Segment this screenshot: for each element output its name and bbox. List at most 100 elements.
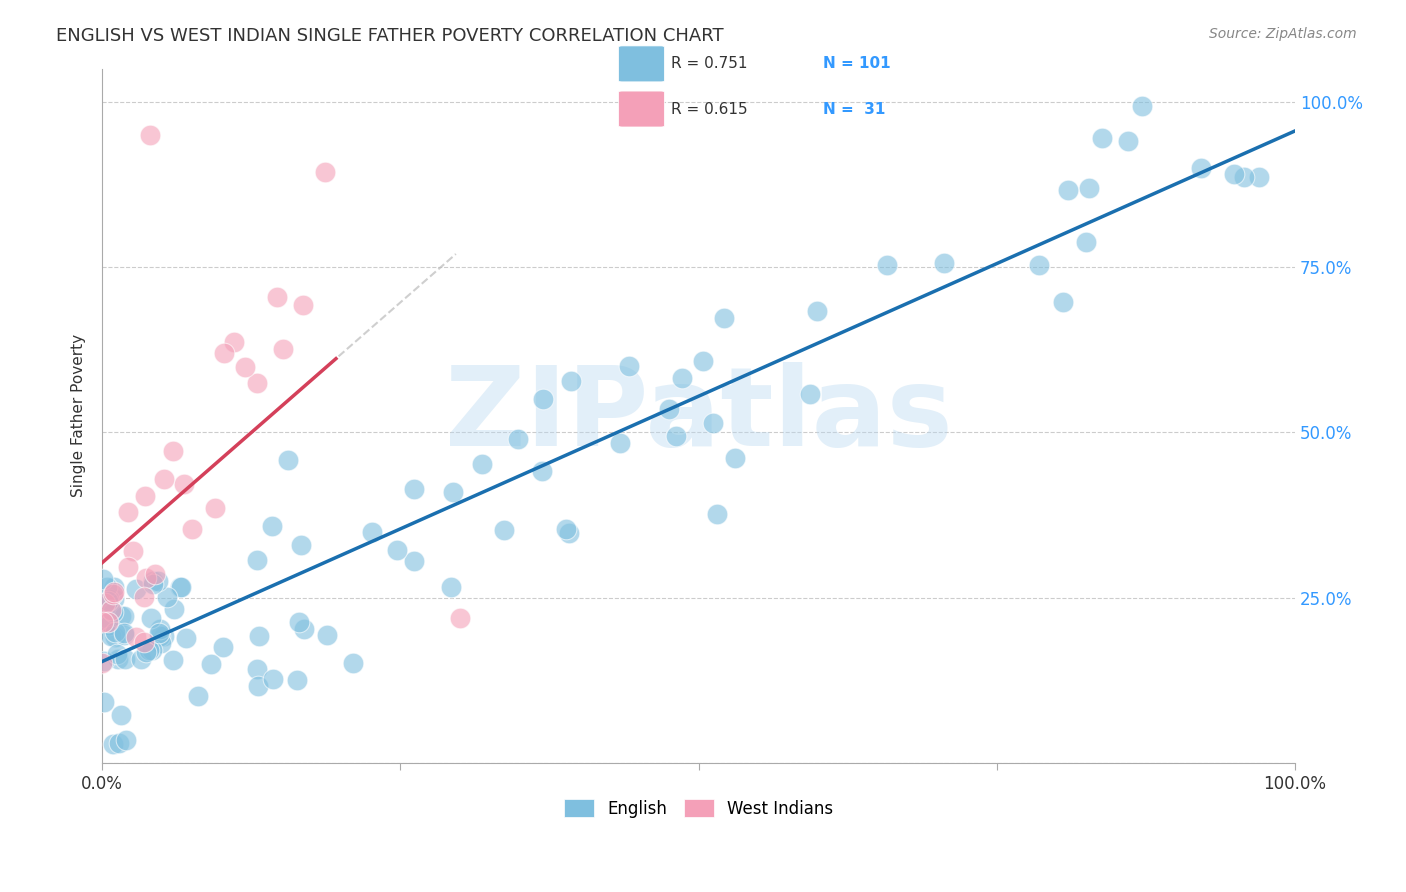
Y-axis label: Single Father Poverty: Single Father Poverty (72, 334, 86, 498)
Point (135, 571, 157, 585)
Point (112, 628, 135, 642)
Point (110, 708, 132, 723)
Point (385, 542, 408, 557)
Point (1078, 181, 1101, 195)
Point (246, 662, 269, 676)
Point (96, 580, 118, 594)
Point (1090, 131, 1112, 145)
Point (200, 657, 222, 671)
Point (110, 609, 132, 624)
Point (104, 625, 127, 640)
Point (531, 392, 554, 406)
Point (97, 617, 120, 632)
Point (404, 483, 426, 497)
Point (506, 432, 529, 446)
Point (148, 626, 170, 640)
Point (316, 628, 339, 642)
Point (122, 544, 145, 558)
Point (104, 630, 127, 644)
Point (609, 436, 631, 450)
Point (112, 625, 135, 640)
FancyBboxPatch shape (619, 46, 665, 82)
Point (143, 567, 166, 582)
Point (277, 453, 299, 467)
Point (1118, 134, 1140, 148)
Point (530, 464, 553, 478)
Point (170, 580, 193, 594)
Point (103, 587, 125, 601)
Point (222, 335, 245, 350)
Point (153, 473, 176, 487)
Point (342, 656, 364, 670)
Point (288, 615, 311, 629)
Point (314, 164, 336, 178)
Point (91, 657, 114, 671)
Point (124, 582, 146, 596)
Point (112, 608, 135, 623)
Point (560, 374, 582, 388)
Point (91, 572, 114, 586)
Point (204, 501, 226, 516)
Point (105, 647, 128, 661)
Point (101, 606, 124, 620)
Point (187, 689, 209, 703)
Point (443, 485, 465, 500)
Point (117, 560, 139, 574)
Point (97, 594, 120, 608)
Point (173, 477, 195, 491)
Point (142, 574, 165, 588)
Point (100, 602, 122, 616)
Point (266, 290, 288, 304)
Point (1223, 167, 1246, 181)
Point (103, 592, 125, 607)
Point (162, 653, 184, 667)
Point (492, 523, 515, 537)
Point (876, 258, 898, 272)
Point (149, 622, 172, 636)
Point (1028, 258, 1050, 272)
Point (555, 523, 578, 537)
Point (233, 360, 256, 375)
Point (93, 654, 115, 668)
Point (440, 580, 463, 594)
Point (94, 596, 117, 610)
Point (713, 311, 735, 326)
Point (117, 505, 139, 519)
Point (214, 346, 236, 360)
Point (706, 507, 728, 521)
Point (665, 429, 688, 443)
Point (132, 635, 155, 649)
Point (262, 672, 284, 686)
Point (125, 630, 148, 644)
Point (180, 522, 202, 536)
Point (114, 652, 136, 666)
Point (617, 359, 640, 373)
Point (103, 585, 125, 599)
Point (101, 737, 124, 751)
FancyBboxPatch shape (619, 91, 665, 127)
Point (93, 610, 115, 624)
Point (702, 416, 724, 430)
Point (262, 518, 284, 533)
Point (129, 652, 152, 666)
Text: Source: ZipAtlas.com: Source: ZipAtlas.com (1209, 27, 1357, 41)
Point (156, 590, 179, 604)
Point (449, 610, 471, 624)
Point (152, 629, 174, 643)
Point (148, 574, 170, 589)
Text: R = 0.751: R = 0.751 (672, 56, 748, 71)
Point (114, 733, 136, 747)
Point (671, 371, 693, 385)
Point (557, 525, 579, 540)
Point (361, 524, 384, 539)
Legend: English, West Indians: English, West Indians (557, 793, 839, 824)
Point (404, 554, 426, 568)
Point (141, 643, 163, 657)
Text: ZIPatlas: ZIPatlas (444, 362, 952, 469)
Point (139, 128, 162, 142)
Point (1247, 169, 1270, 184)
Point (135, 645, 157, 659)
Point (150, 636, 173, 650)
Point (103, 580, 125, 594)
Point (93, 694, 115, 708)
